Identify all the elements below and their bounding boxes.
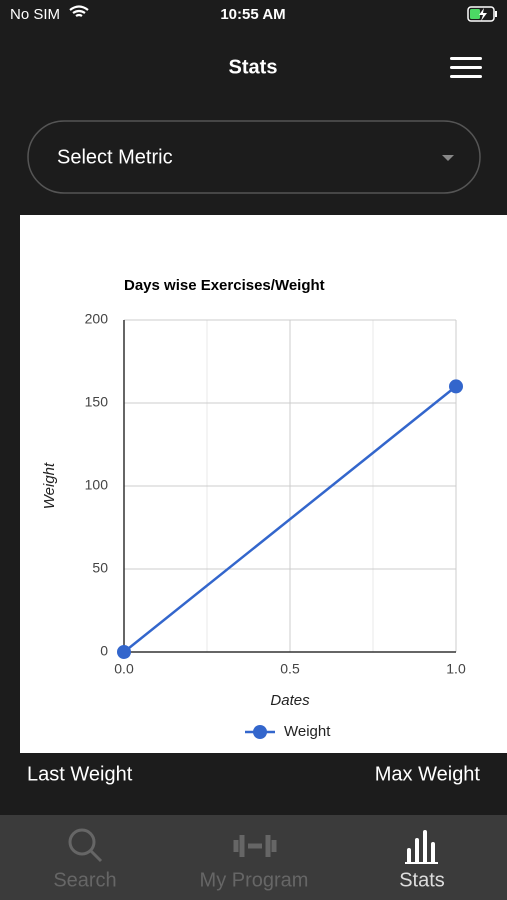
plot: 0 50 100 150 200 0.0 0.5 1.0 Weight [85,311,466,740]
dumbbell-icon [233,835,277,857]
search-icon [68,828,96,856]
x-axis-label: Dates [270,692,310,709]
menu-bar [450,57,482,60]
legend-marker [253,725,267,739]
stats-tab[interactable]: Stats [399,830,445,891]
y-tick-label: 50 [92,560,108,576]
wifi-icon [69,5,89,17]
battery-tip [495,11,497,17]
menu-button[interactable] [450,57,482,78]
chart-panel [20,215,507,753]
x-tick-label: 1.0 [446,661,466,677]
dropdown-arrow [442,155,454,161]
metric-select[interactable]: Select Metric [27,120,481,194]
line [123,385,457,653]
carrier: No SIM [10,6,60,23]
program-tab[interactable]: My Program [200,835,309,891]
tab-label: Search [53,869,116,891]
last-weight-label: Last Weight [27,763,133,785]
battery-level [470,9,480,19]
search-icon-handle [89,849,103,863]
menu-bar [450,75,482,78]
y-tick-label: 200 [85,311,109,327]
header-title: Stats [229,56,278,78]
time: 10:55 AM [220,6,285,23]
select-placeholder: Select Metric [57,146,173,168]
menu-bar [450,66,482,69]
tab-label: My Program [200,869,309,891]
point [449,379,463,394]
max-weight-label: Max Weight [375,763,481,785]
y-tick-label: 0 [100,643,108,659]
select-box [27,120,481,194]
x-tick-label: 0.5 [280,661,300,677]
y-axis-label: Weight [41,462,58,509]
x-tick-label: 0.0 [114,661,134,677]
stats-icon [407,830,435,864]
tab-label: Stats [399,869,445,891]
search-tab[interactable]: Search [53,828,117,891]
y-tick-label: 100 [85,477,109,493]
y-tick-label: 150 [85,394,109,410]
point [117,645,131,659]
chart-title: Days wise Exercises/Weight [124,277,325,294]
charging-icon [479,8,487,21]
legend-label: Weight [284,723,331,740]
